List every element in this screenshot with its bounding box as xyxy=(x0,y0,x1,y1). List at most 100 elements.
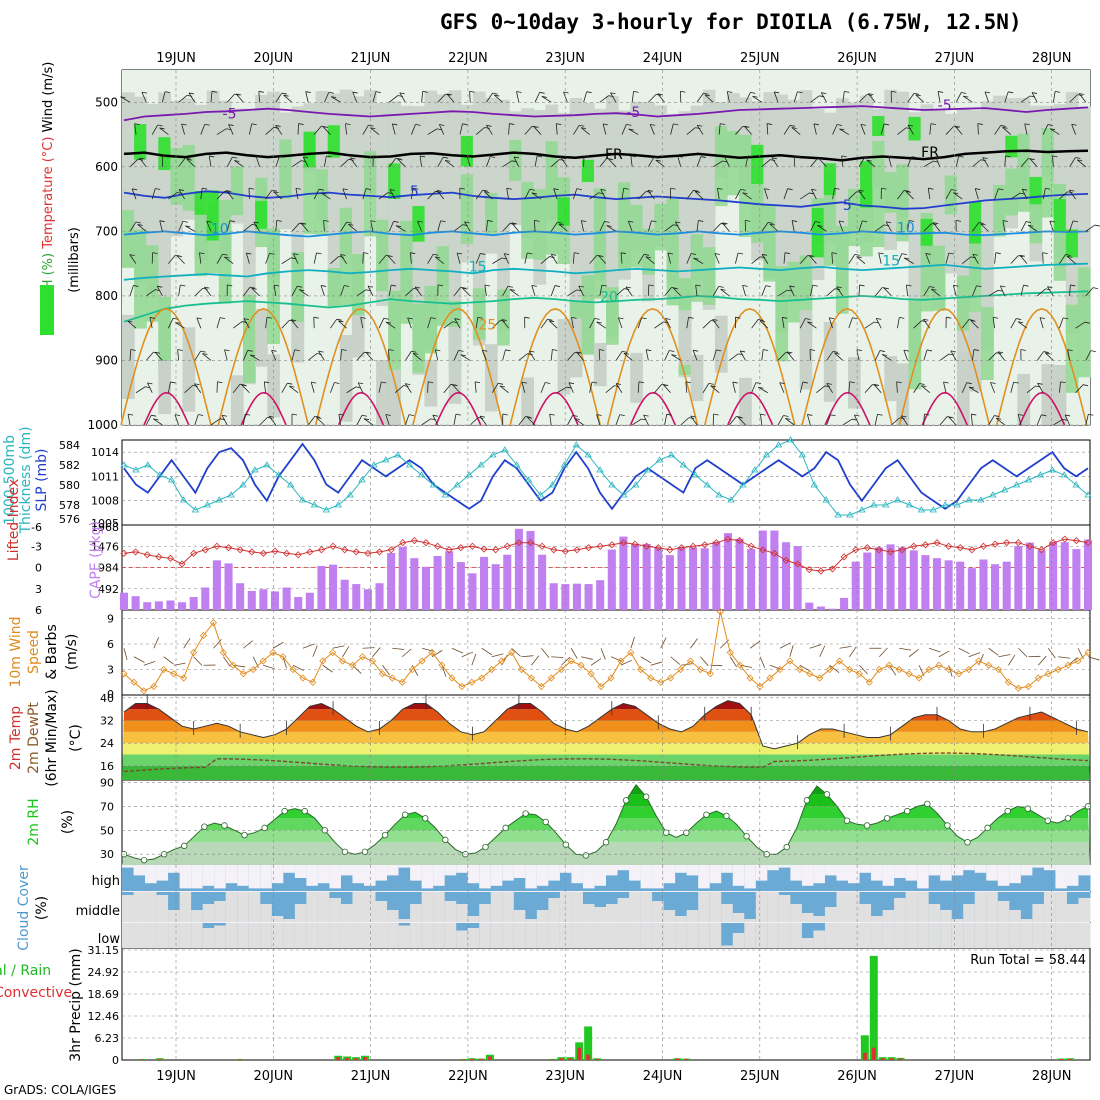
wind-barb xyxy=(674,221,682,232)
wind-barb xyxy=(356,289,367,297)
wind-barb xyxy=(988,289,999,297)
wind-barb-flag xyxy=(783,415,789,417)
isotherm-line xyxy=(123,149,1089,162)
wind-barb xyxy=(647,190,655,200)
rh-mid-cell xyxy=(1029,193,1043,244)
cloud-clear-low xyxy=(836,923,849,948)
isotherm-25-arc xyxy=(412,307,504,426)
wind-barb xyxy=(897,190,905,200)
wind-barb-flag xyxy=(188,92,195,95)
cloud-clear-middle xyxy=(986,892,999,922)
rh-marker xyxy=(743,833,750,840)
wind-speed-marker xyxy=(199,631,208,640)
bottom-date-label: 19JUN xyxy=(156,1069,196,1084)
rh-marker xyxy=(562,841,570,848)
wind-barb xyxy=(589,192,599,200)
surface-wind-barb xyxy=(729,656,737,668)
rh-marker xyxy=(361,848,369,856)
wind-barb-flag xyxy=(504,253,510,255)
rh-mid-cell xyxy=(1005,168,1018,216)
wind-barb xyxy=(249,354,260,361)
cloud-clear-low xyxy=(340,923,353,948)
rh-dark-cell xyxy=(194,191,208,215)
wind-barb-flag xyxy=(997,289,1004,292)
wind-barb xyxy=(145,289,156,297)
thickness-marker xyxy=(405,461,414,468)
surface-wind-barb xyxy=(183,637,191,649)
wind-barb-flag xyxy=(322,126,328,128)
precip-convective-bar xyxy=(354,1058,359,1060)
cape-bar xyxy=(712,541,721,610)
wind-barb-flag xyxy=(326,155,332,158)
wind-barb-flag xyxy=(717,187,723,190)
thickness-marker xyxy=(584,451,592,458)
wind-barb-flag xyxy=(320,285,327,287)
wind-barb xyxy=(421,418,431,426)
wind-barb-flag xyxy=(791,127,797,129)
wind-barb xyxy=(680,417,690,426)
cloud-clear-high xyxy=(848,865,861,884)
cloud-clear-low xyxy=(882,923,895,948)
precip-convective-bar xyxy=(470,1058,475,1060)
wind-barb xyxy=(923,319,931,329)
wind-barb-flag xyxy=(935,156,941,159)
surface-wind-barb xyxy=(123,648,128,660)
wind-speed-marker xyxy=(1044,670,1052,678)
lifted-index-marker xyxy=(492,546,500,554)
wind-speed-marker xyxy=(676,665,685,674)
cloud-cell-middle xyxy=(525,892,538,922)
wind-barb xyxy=(1026,385,1036,394)
wind-barb xyxy=(820,92,827,103)
surface-wind-barb xyxy=(561,656,571,666)
cape-bar xyxy=(189,597,198,610)
cloud-cell-middle xyxy=(467,892,480,922)
wind-barb xyxy=(913,320,922,329)
wind-speed-marker xyxy=(667,674,675,682)
wind-barb xyxy=(783,188,788,200)
isotherm-line xyxy=(123,290,1089,323)
wind-barb xyxy=(1047,286,1054,297)
surface-wind-barb xyxy=(740,664,753,668)
wind-barb xyxy=(224,349,228,361)
rh-low-gray-cell xyxy=(339,334,353,422)
wind-barb-flag xyxy=(774,91,780,94)
cloud-clear-middle xyxy=(433,892,446,922)
wind-barb-flag xyxy=(361,414,368,417)
rh-gray-cell xyxy=(1065,91,1079,334)
wind-barb-flag xyxy=(744,125,750,128)
wind-barb-flag xyxy=(868,93,874,95)
cloud-clear-high xyxy=(525,865,538,889)
cloud-clear-low xyxy=(790,923,803,948)
wind-barb-flag xyxy=(695,284,701,287)
wind-barb-flag xyxy=(1018,413,1024,416)
rh-marker xyxy=(703,811,710,818)
wind-speed-marker xyxy=(458,682,466,691)
wind-barb-flag xyxy=(415,123,421,126)
precip-convective-bar xyxy=(336,1057,341,1060)
cloud-clear-low xyxy=(997,923,1010,948)
wind-barb xyxy=(704,94,714,103)
wind-speed-marker xyxy=(557,665,565,674)
wind-speed-marker xyxy=(875,665,883,674)
thickness-marker xyxy=(298,496,307,503)
cloud-clear-high xyxy=(824,865,837,876)
lifted-index-marker xyxy=(1003,539,1011,547)
rh-marker xyxy=(422,815,429,822)
wind-barb xyxy=(810,158,818,168)
wind-barb xyxy=(970,414,973,426)
wind-barb-flag xyxy=(435,256,441,259)
lifted-index-marker xyxy=(329,542,337,550)
wind-barb xyxy=(580,127,590,135)
top-date-label: 21JUN xyxy=(351,51,391,66)
wind-barb-flag xyxy=(480,253,486,255)
wind-barb xyxy=(615,414,621,426)
thickness-marker xyxy=(929,506,937,513)
thickness-marker xyxy=(513,461,521,468)
wind-speed-marker xyxy=(259,657,267,665)
isotherm-25-arc xyxy=(995,307,1088,426)
thickness-tick-label: 584 xyxy=(59,439,80,452)
temp-band xyxy=(122,700,1090,710)
rh-gray-cell xyxy=(424,90,438,351)
wind-barb xyxy=(984,91,989,103)
wind-barb-flag xyxy=(358,382,364,385)
